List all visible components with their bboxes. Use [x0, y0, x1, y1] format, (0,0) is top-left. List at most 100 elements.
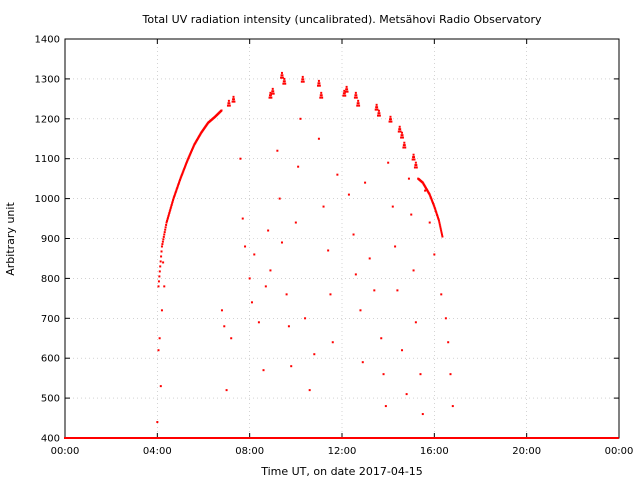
baseline-point — [157, 437, 160, 439]
baseline-point — [599, 437, 602, 439]
peak-point — [268, 96, 271, 99]
peak-point — [399, 128, 402, 131]
envelope-point — [179, 177, 182, 180]
baseline-point — [134, 437, 137, 439]
baseline-point — [107, 437, 110, 439]
baseline-point — [492, 437, 495, 439]
baseline-point — [223, 437, 226, 439]
peak-point — [404, 146, 407, 149]
baseline-point — [246, 437, 249, 439]
peak-point — [283, 77, 286, 80]
baseline-point — [607, 437, 610, 439]
baseline-point — [245, 437, 248, 439]
scatter-point — [391, 205, 394, 208]
baseline-point — [587, 437, 590, 439]
peak-point — [342, 94, 345, 97]
baseline-point — [283, 437, 286, 439]
envelope-point — [435, 212, 438, 215]
envelope-point — [190, 150, 193, 153]
peak-point — [269, 91, 272, 94]
baseline-point — [284, 437, 287, 439]
baseline-point — [143, 437, 146, 439]
scatter-point — [158, 337, 161, 340]
baseline-point — [356, 437, 359, 439]
baseline-point — [204, 437, 207, 439]
baseline-point — [388, 437, 391, 439]
baseline-point — [122, 437, 125, 439]
envelope-point — [429, 194, 432, 197]
baseline-point — [330, 437, 333, 439]
peak-point — [413, 158, 416, 161]
baseline-point — [477, 437, 480, 439]
baseline-point — [210, 437, 213, 439]
envelope-point — [186, 158, 189, 161]
baseline-point — [142, 437, 145, 439]
baseline-point — [390, 437, 393, 439]
envelope-point — [178, 181, 181, 184]
baseline-point — [115, 437, 118, 439]
baseline-point — [476, 437, 479, 439]
baseline-point — [280, 437, 283, 439]
baseline-point — [286, 437, 289, 439]
baseline-point — [584, 437, 587, 439]
baseline-point — [527, 437, 530, 439]
envelope-point — [183, 168, 186, 171]
peak-point — [271, 87, 274, 90]
envelope-point — [185, 160, 188, 163]
baseline-point — [87, 437, 90, 439]
baseline-point — [260, 437, 263, 439]
baseline-point — [277, 437, 280, 439]
baseline-point — [470, 437, 473, 439]
baseline-point — [364, 437, 367, 439]
baseline-point — [302, 437, 305, 439]
envelope-point — [168, 210, 171, 213]
envelope-point — [175, 189, 178, 192]
envelope-point — [161, 243, 164, 246]
baseline-point — [345, 437, 348, 439]
envelope-point — [190, 151, 193, 154]
baseline-point — [413, 437, 416, 439]
baseline-point — [120, 437, 123, 439]
peak-point — [233, 100, 236, 103]
peak-point — [398, 125, 401, 128]
baseline-point — [256, 437, 259, 439]
baseline-point — [249, 437, 252, 439]
baseline-point — [237, 437, 240, 439]
baseline-point — [218, 437, 221, 439]
envelope-point — [157, 280, 160, 283]
baseline-point — [563, 437, 566, 439]
baseline-point — [547, 437, 550, 439]
x-tick-label: 20:00 — [512, 446, 541, 457]
baseline-point — [141, 437, 144, 439]
envelope-point — [435, 211, 438, 214]
baseline-point — [205, 437, 208, 439]
baseline-point — [75, 437, 78, 439]
baseline-point — [81, 437, 84, 439]
baseline-point — [272, 437, 275, 439]
envelope-point — [440, 233, 443, 236]
baseline-point — [613, 437, 616, 439]
baseline-point — [235, 437, 238, 439]
baseline-point — [485, 437, 488, 439]
baseline-point — [397, 437, 400, 439]
baseline-point — [361, 437, 364, 439]
baseline-point — [569, 437, 572, 439]
envelope-point — [436, 215, 439, 218]
peak-point — [281, 76, 284, 79]
baseline-point — [425, 437, 428, 439]
baseline-point — [170, 437, 173, 439]
envelope-point — [168, 211, 171, 214]
envelope-point — [184, 165, 187, 168]
baseline-point — [592, 437, 595, 439]
baseline-point — [428, 437, 431, 439]
x-axis-title: Time UT, on date 2017-04-15 — [260, 465, 423, 478]
baseline-point — [501, 437, 504, 439]
baseline-point — [106, 437, 109, 439]
baseline-point — [241, 437, 244, 439]
scatter-point — [396, 289, 399, 292]
baseline-point — [267, 437, 270, 439]
baseline-point — [487, 437, 490, 439]
baseline-point — [126, 437, 129, 439]
baseline-point — [212, 437, 215, 439]
baseline-point — [293, 437, 296, 439]
